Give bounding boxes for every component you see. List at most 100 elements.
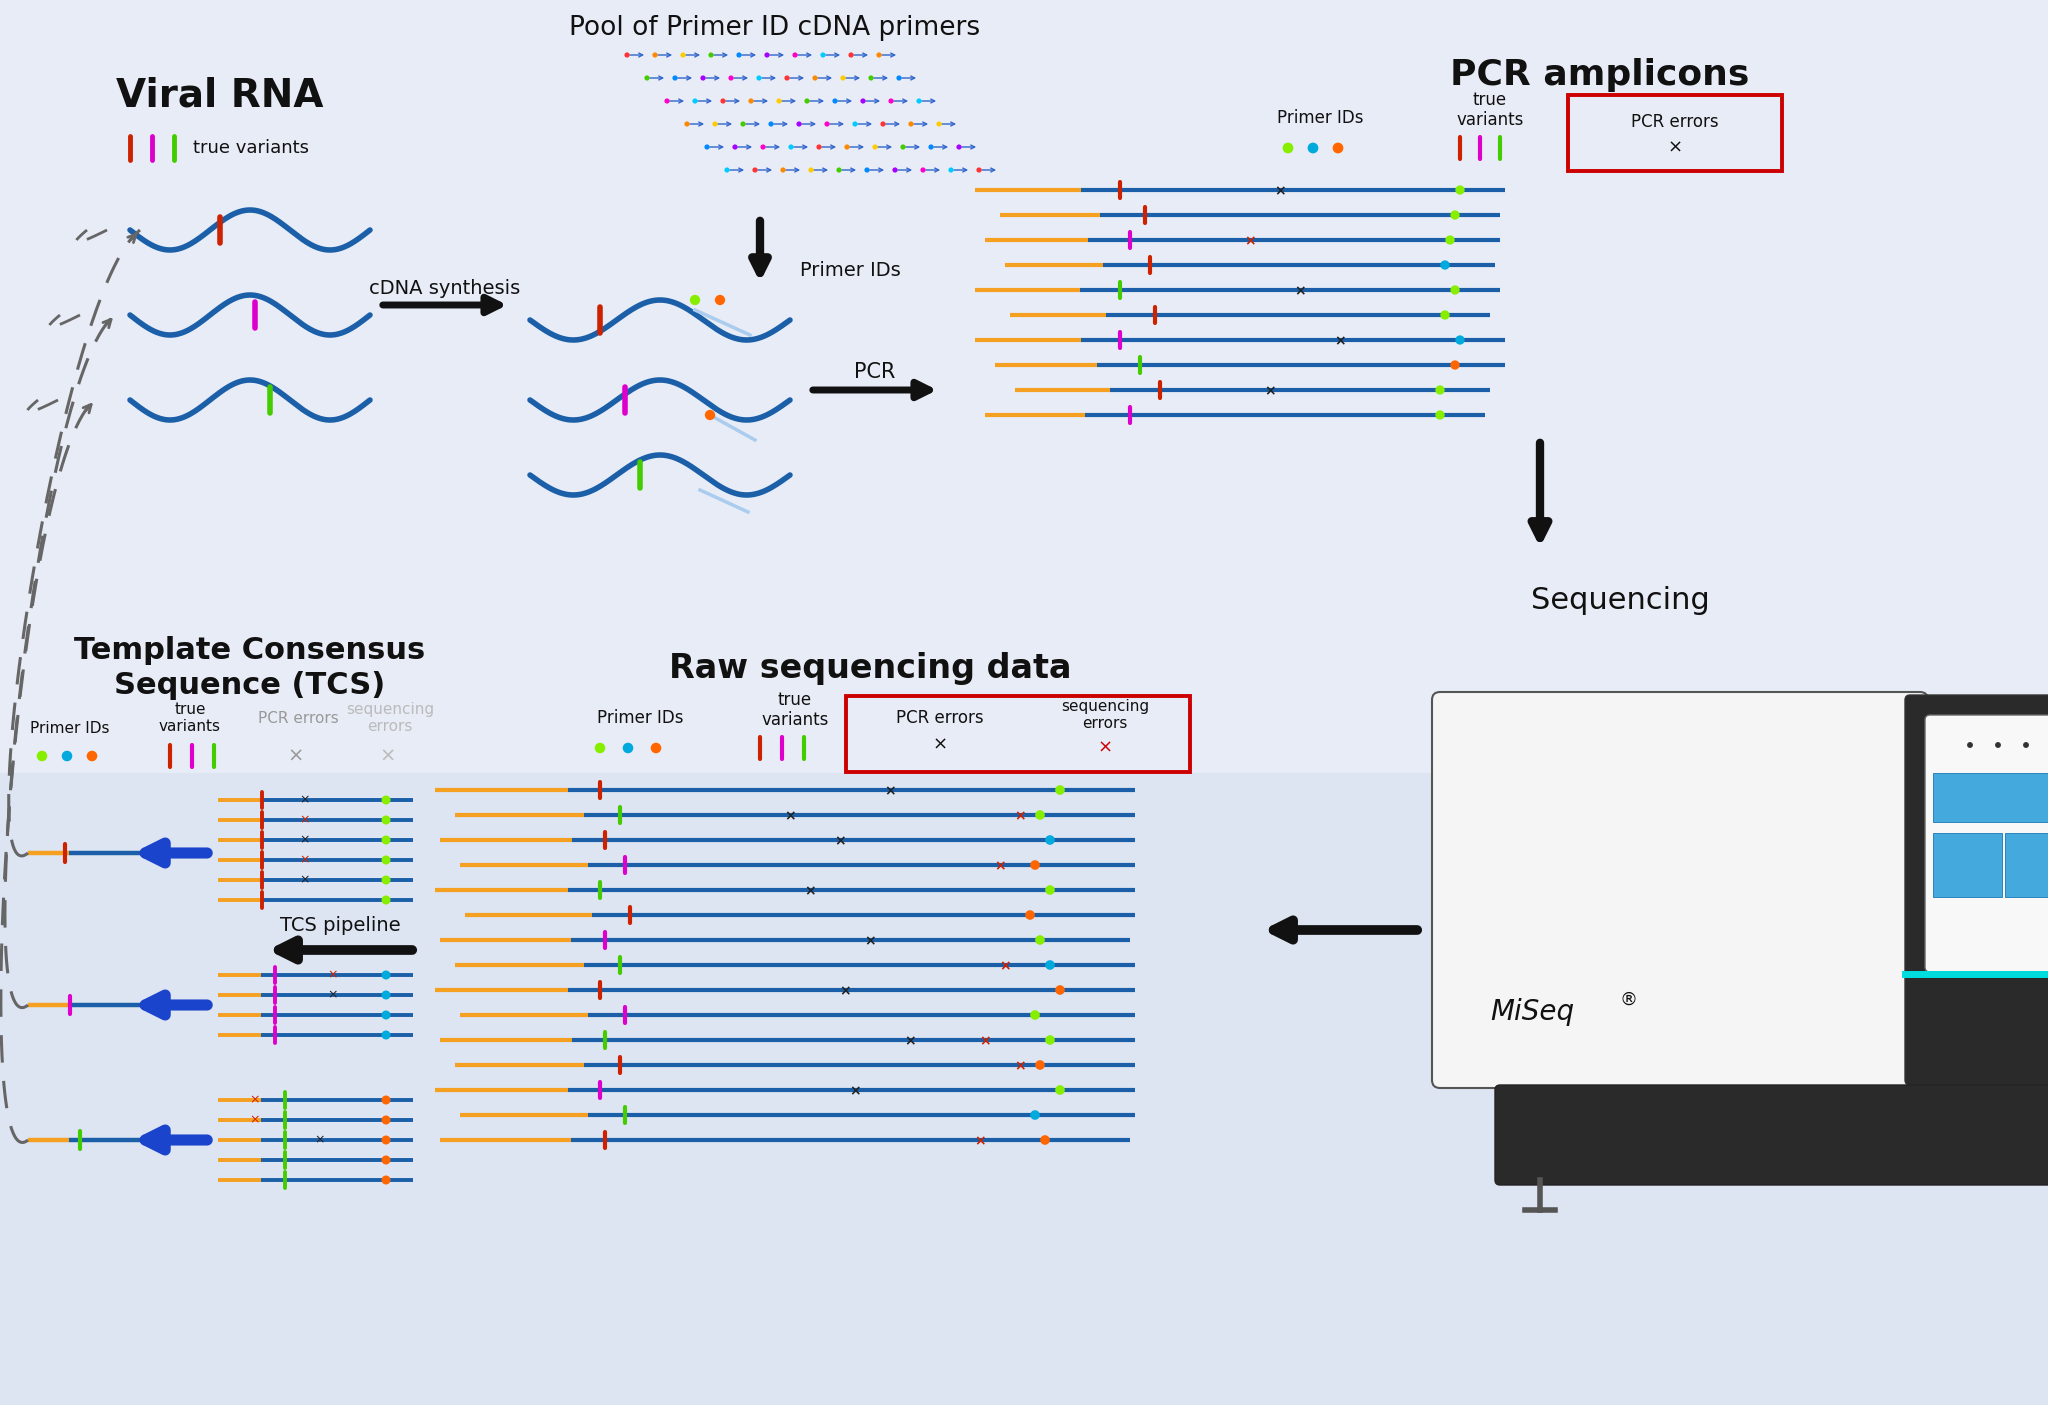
Point (819, 90, 852, 112)
Point (754, 112, 786, 135)
Point (1034, 829, 1067, 851)
Text: ×: × (250, 1093, 260, 1107)
Text: sequencing
errors: sequencing errors (1061, 698, 1149, 731)
Point (1034, 1028, 1067, 1051)
Point (369, 1089, 401, 1111)
Point (762, 90, 795, 112)
Point (369, 829, 401, 851)
Point (1296, 136, 1329, 159)
Point (963, 159, 995, 181)
FancyBboxPatch shape (1495, 1085, 2048, 1184)
Point (705, 289, 737, 312)
Point (369, 1024, 401, 1047)
Point (922, 112, 954, 135)
Text: ×: × (299, 853, 309, 867)
Text: sequencing
errors: sequencing errors (346, 702, 434, 735)
FancyBboxPatch shape (0, 0, 2048, 773)
Text: Primer IDs: Primer IDs (31, 721, 111, 735)
Point (883, 67, 915, 90)
Point (690, 136, 723, 159)
Point (1423, 403, 1456, 426)
Point (1982, 733, 2015, 756)
Text: true
variants: true variants (762, 691, 829, 729)
Text: PCR errors: PCR errors (897, 710, 983, 726)
Text: ×: × (979, 1034, 991, 1048)
Text: ×: × (250, 1114, 260, 1127)
Text: ×: × (805, 884, 815, 898)
Text: ×: × (299, 794, 309, 806)
Text: Pool of Primer ID cDNA primers: Pool of Primer ID cDNA primers (569, 15, 981, 41)
Point (934, 159, 967, 181)
Text: PCR: PCR (854, 362, 895, 382)
Point (678, 289, 711, 312)
Text: TCS pipeline: TCS pipeline (281, 916, 399, 934)
Point (612, 736, 645, 759)
Point (1954, 733, 1987, 756)
Point (748, 136, 780, 159)
Point (1423, 379, 1456, 402)
Point (1430, 303, 1462, 326)
Point (369, 1003, 401, 1026)
Point (150, 993, 182, 1016)
Point (942, 136, 975, 159)
Point (1034, 954, 1067, 976)
Text: PCR amplicons: PCR amplicons (1450, 58, 1749, 91)
Point (770, 67, 803, 90)
Text: ×: × (1264, 384, 1276, 398)
Point (1018, 854, 1051, 877)
Text: ×: × (328, 989, 338, 1002)
Point (610, 44, 643, 66)
Text: ×: × (932, 736, 948, 754)
Point (831, 136, 864, 159)
Point (915, 136, 948, 159)
Point (858, 136, 891, 159)
Point (874, 90, 907, 112)
Text: ®: ® (1620, 991, 1638, 1009)
Text: ×: × (834, 835, 846, 849)
Point (1018, 1104, 1051, 1127)
Point (659, 67, 692, 90)
Point (836, 44, 868, 66)
Text: Primer IDs: Primer IDs (1276, 110, 1364, 126)
Point (150, 842, 182, 864)
Point (670, 112, 702, 135)
Point (711, 159, 743, 181)
Point (76, 745, 109, 767)
Text: Primer IDs: Primer IDs (596, 710, 684, 726)
Point (803, 136, 836, 159)
Point (631, 67, 664, 90)
Point (369, 1149, 401, 1172)
Point (866, 112, 899, 135)
Point (150, 1128, 182, 1151)
Point (369, 809, 401, 832)
Point (807, 44, 840, 66)
FancyBboxPatch shape (1432, 693, 1927, 1087)
Text: ×: × (328, 968, 338, 982)
Point (1272, 136, 1305, 159)
Text: Viral RNA: Viral RNA (117, 76, 324, 114)
Point (51, 745, 84, 767)
Point (1044, 778, 1077, 801)
Text: ×: × (784, 809, 797, 823)
Text: ×: × (1014, 809, 1026, 823)
Text: true
variants: true variants (160, 702, 221, 735)
FancyBboxPatch shape (2005, 833, 2048, 896)
Point (27, 745, 59, 767)
Point (639, 44, 672, 66)
Text: ×: × (993, 858, 1006, 873)
Point (369, 964, 401, 986)
Point (584, 736, 616, 759)
FancyBboxPatch shape (1933, 833, 2003, 896)
Point (686, 67, 719, 90)
FancyBboxPatch shape (1905, 695, 2048, 1085)
Point (743, 67, 776, 90)
Text: PCR errors: PCR errors (1630, 112, 1718, 131)
Point (369, 1109, 401, 1131)
Point (799, 67, 831, 90)
Point (739, 159, 772, 181)
Point (369, 983, 401, 1006)
Point (698, 112, 731, 135)
Point (850, 159, 883, 181)
Text: true variants: true variants (193, 139, 309, 157)
Text: ×: × (885, 784, 895, 798)
